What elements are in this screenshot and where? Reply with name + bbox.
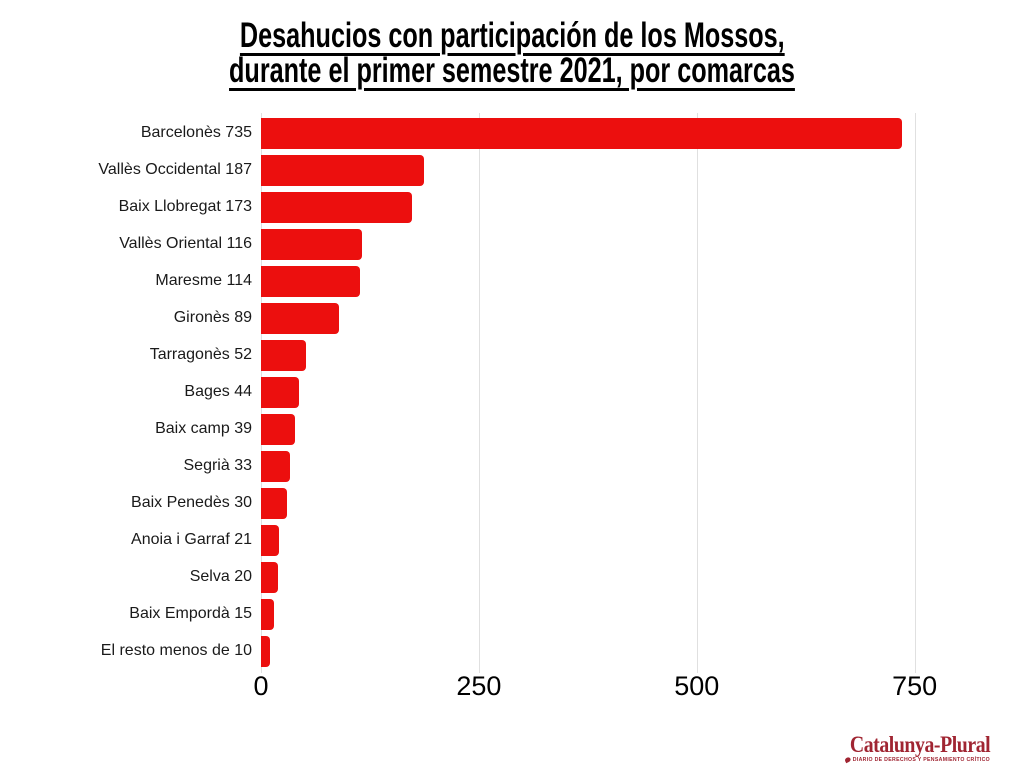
x-tick-label: 250 bbox=[456, 671, 502, 701]
category-label: Baix Llobregat 173 bbox=[118, 198, 252, 215]
bar bbox=[261, 228, 363, 260]
category-label: Tarragonès 52 bbox=[149, 346, 252, 363]
bar bbox=[261, 487, 288, 519]
bar bbox=[261, 339, 307, 371]
gridline bbox=[914, 113, 916, 673]
x-tick-label: 750 bbox=[892, 671, 938, 701]
gridline bbox=[478, 113, 480, 673]
category-label: Vallès Occidental 187 bbox=[98, 161, 252, 178]
category-label: Gironès 89 bbox=[173, 309, 252, 326]
x-tick-label: 500 bbox=[674, 671, 720, 701]
category-label: Baix Penedès 30 bbox=[131, 494, 252, 511]
brand-logo-tagline: DIARIO DE DERECHOS Y PENSAMIENTO CRÍTICO bbox=[852, 757, 990, 763]
category-label: Bages 44 bbox=[184, 383, 252, 400]
bar bbox=[261, 191, 412, 223]
bar bbox=[261, 635, 270, 667]
bar bbox=[261, 376, 300, 408]
bar bbox=[261, 598, 275, 630]
category-label: Baix Empordà 15 bbox=[129, 605, 252, 622]
bar bbox=[261, 561, 279, 593]
bar bbox=[261, 524, 280, 556]
bar bbox=[261, 450, 290, 482]
bar bbox=[261, 413, 295, 445]
bar bbox=[261, 265, 361, 297]
chart-title-line2: durante el primer semestre 2021, por com… bbox=[229, 51, 795, 90]
category-label: Selva 20 bbox=[189, 568, 252, 585]
bar bbox=[261, 154, 424, 186]
bar bbox=[261, 302, 339, 334]
category-labels: Barcelonès 735 Vallès Occidental 187 Baix … bbox=[0, 113, 252, 673]
category-label: Maresme 114 bbox=[155, 272, 252, 289]
gridline bbox=[696, 113, 698, 673]
x-tick-label: 0 bbox=[253, 671, 269, 701]
category-label: Segrià 33 bbox=[183, 457, 253, 474]
chart-title-line1: Desahucios con participación de los Moss… bbox=[239, 16, 785, 55]
chart-title: Desahucios con participación de los Moss… bbox=[0, 18, 1024, 88]
x-axis: 0 250 500 750 bbox=[253, 671, 980, 701]
category-label: Baix camp 39 bbox=[155, 420, 252, 437]
brand-logo: Catalunya-Plural DIARIO DE DERECHOS Y PE… bbox=[750, 732, 991, 764]
category-label: Anoia i Garraf 21 bbox=[131, 531, 252, 548]
category-label: Vallès Oriental 116 bbox=[119, 235, 252, 252]
brand-logo-text: Catalunya-Plural bbox=[849, 732, 991, 757]
category-label: El resto menos de 10 bbox=[100, 642, 252, 659]
logo-mark-icon bbox=[844, 756, 852, 764]
bar bbox=[261, 117, 902, 149]
plot-area bbox=[261, 113, 980, 673]
category-label: Barcelonès 735 bbox=[140, 124, 252, 141]
